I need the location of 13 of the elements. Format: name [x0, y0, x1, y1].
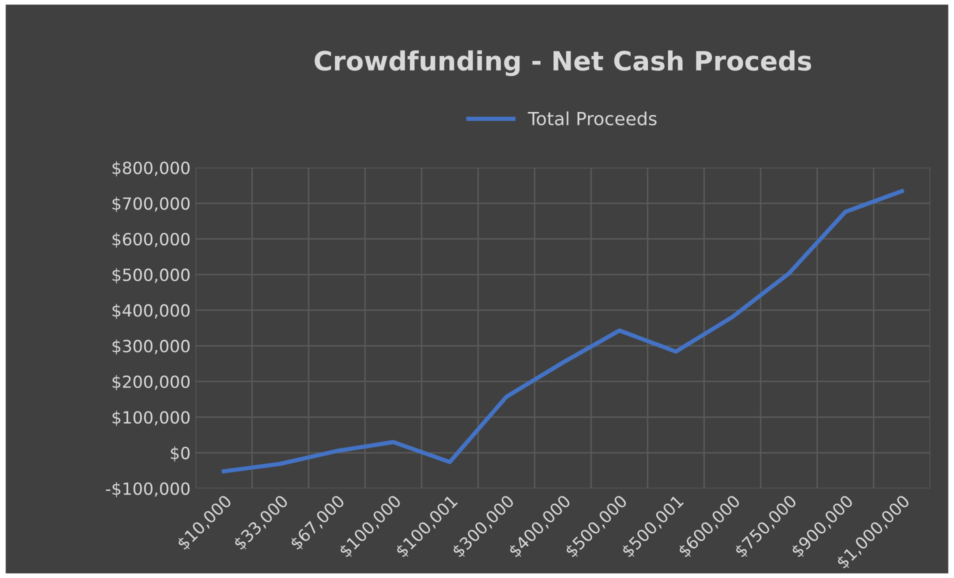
y-tick-label: $500,000 [112, 268, 190, 284]
y-tick-label: $600,000 [112, 232, 190, 248]
y-tick-label: $0 [170, 446, 190, 462]
y-tick-label: $400,000 [112, 304, 190, 319]
y-tick-label: $100,000 [112, 410, 190, 426]
y-tick-label: $300,000 [112, 340, 190, 355]
y-tick-label: $800,000 [112, 161, 190, 176]
chart-title: Crowdfunding - Net Cash Proceds [314, 50, 812, 76]
legend-label: Total Proceeds [528, 111, 657, 126]
y-tick-label: -$100,000 [106, 482, 190, 498]
line-series [222, 189, 904, 474]
y-tick-label: $700,000 [112, 196, 190, 212]
y-tick-label: $200,000 [112, 375, 190, 390]
